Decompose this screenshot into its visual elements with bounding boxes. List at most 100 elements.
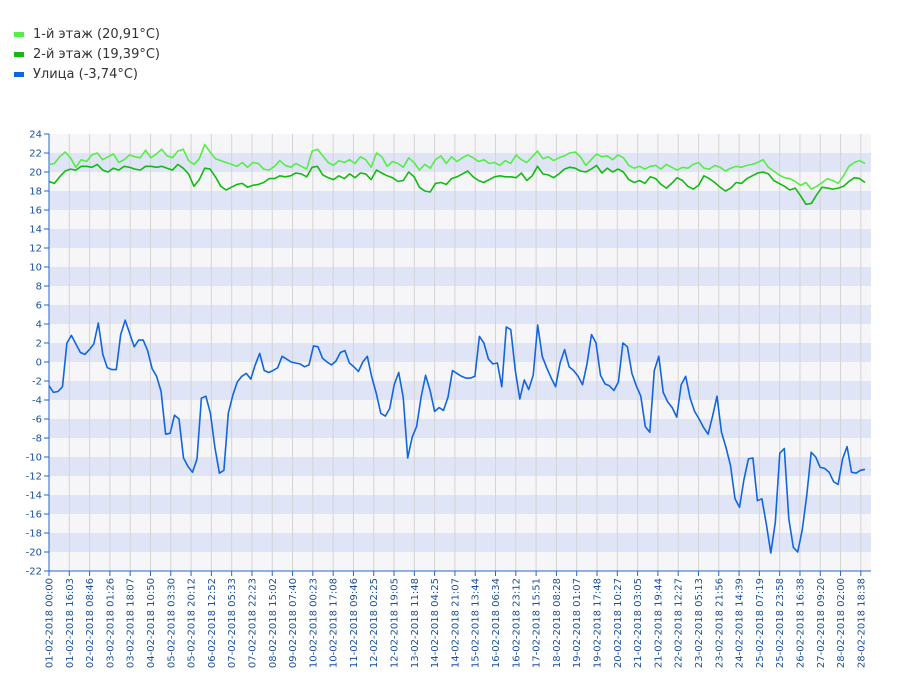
y-tick-label: -8 bbox=[32, 434, 42, 445]
chart-axes bbox=[48, 134, 871, 572]
x-tick-label: 03-02-2018 01:26 bbox=[105, 578, 116, 668]
x-tick-label: 22-02-2018 12:27 bbox=[674, 578, 685, 668]
legend-label-floor-1: 1-й этаж (20,91°C) bbox=[33, 26, 160, 42]
grid-bands bbox=[49, 134, 871, 571]
y-tick-label: 24 bbox=[29, 130, 42, 141]
y-tick-label: -6 bbox=[32, 415, 42, 426]
x-tick-label: 27-02-2018 09:20 bbox=[816, 578, 827, 668]
grid-band bbox=[49, 248, 871, 267]
y-tick-label: -4 bbox=[32, 396, 42, 407]
y-tick-label: -16 bbox=[26, 510, 42, 521]
series-line-1 bbox=[48, 143, 866, 190]
grid-band bbox=[49, 552, 871, 571]
x-tick-label: 21-02-2018 03:05 bbox=[633, 578, 644, 668]
y-tick-label: -20 bbox=[26, 548, 42, 559]
x-tick-label: 25-02-2018 07:19 bbox=[755, 578, 766, 668]
y-tick-label: 2 bbox=[36, 339, 42, 350]
grid-band bbox=[49, 381, 871, 400]
x-tick-label: 05-02-2018 03:30 bbox=[166, 578, 177, 668]
x-tick-label: 16-02-2018 23:12 bbox=[511, 578, 522, 668]
y-tick-label: -14 bbox=[26, 491, 42, 502]
x-tick-label: 20-02-2018 10:27 bbox=[613, 578, 624, 668]
grid-band bbox=[49, 343, 871, 362]
grid-band bbox=[49, 324, 871, 343]
y-tick-label: 6 bbox=[36, 301, 42, 312]
y-tick-label: 4 bbox=[36, 320, 42, 331]
y-tick-label: 14 bbox=[29, 225, 42, 236]
y-tick-label: 12 bbox=[29, 244, 42, 255]
x-tick-label: 02-02-2018 08:46 bbox=[85, 578, 96, 668]
y-tick-label: 18 bbox=[29, 187, 42, 198]
grid-band bbox=[49, 229, 871, 248]
x-tick-label: 03-02-2018 18:07 bbox=[126, 578, 137, 668]
x-tick-label: 28-02-2018 18:38 bbox=[856, 578, 867, 668]
series-line-2 bbox=[48, 163, 866, 206]
series-lines bbox=[48, 143, 866, 554]
x-tick-label: 14-02-2018 04:25 bbox=[430, 578, 441, 668]
grid-band bbox=[49, 305, 871, 324]
x-tick-label: 07-02-2018 05:33 bbox=[227, 578, 238, 668]
y-tick-label: -2 bbox=[32, 377, 42, 388]
x-tick-label: 17-02-2018 15:51 bbox=[532, 578, 543, 668]
grid-band bbox=[49, 514, 871, 533]
x-tick-label: 16-02-2018 06:34 bbox=[491, 578, 502, 668]
grid-band bbox=[49, 419, 871, 438]
legend-label-street: Улица (-3,74°C) bbox=[33, 66, 138, 82]
legend-item-floor-1: 1-й этаж (20,91°C) bbox=[14, 24, 160, 44]
grid-band bbox=[49, 533, 871, 552]
y-tick-label: -10 bbox=[26, 453, 42, 464]
grid-band bbox=[49, 172, 871, 191]
x-tick-label: 18-02-2018 08:28 bbox=[552, 578, 563, 668]
y-tick-label: 16 bbox=[29, 206, 42, 217]
x-tick-label: 05-02-2018 20:12 bbox=[187, 578, 198, 668]
y-tick-label: 22 bbox=[29, 149, 42, 160]
x-tick-label: 10-02-2018 00:23 bbox=[308, 578, 319, 668]
grid-band bbox=[49, 362, 871, 381]
grid-band bbox=[49, 153, 871, 172]
x-tick-label: 07-02-2018 22:23 bbox=[247, 578, 258, 668]
y-tick-label: 10 bbox=[29, 263, 42, 274]
legend-swatch-floor-2 bbox=[14, 51, 24, 57]
x-tick-label: 19-02-2018 01:07 bbox=[572, 578, 583, 668]
x-tick-label: 12-02-2018 02:25 bbox=[369, 578, 380, 668]
x-tick-label: 01-02-2018 00:00 bbox=[45, 578, 56, 668]
x-tick-label: 08-02-2018 15:02 bbox=[268, 578, 279, 668]
x-tick-label: 25-02-2018 23:58 bbox=[775, 578, 786, 668]
x-tick-label: 21-02-2018 19:44 bbox=[653, 578, 664, 668]
x-tick-label: 01-02-2018 16:03 bbox=[65, 578, 76, 668]
grid-band bbox=[49, 476, 871, 495]
x-tick-label: 12-02-2018 19:05 bbox=[390, 578, 401, 668]
legend-item-floor-2: 2-й этаж (19,39°C) bbox=[14, 44, 160, 64]
x-tick-label: 11-02-2018 09:46 bbox=[349, 578, 360, 668]
x-tick-label: 19-02-2018 17:48 bbox=[593, 578, 604, 668]
x-tick-label: 23-02-2018 21:56 bbox=[714, 578, 725, 668]
y-axis-ticks: 242220181614121086420-2-4-6-8-10-12-14-1… bbox=[26, 130, 49, 578]
grid-band bbox=[49, 267, 871, 286]
x-tick-label: 06-02-2018 12:52 bbox=[207, 578, 218, 668]
x-tick-label: 14-02-2018 21:07 bbox=[450, 578, 461, 668]
series-line-3 bbox=[48, 319, 866, 554]
y-tick-label: -18 bbox=[26, 529, 42, 540]
x-tick-label: 13-02-2018 11:48 bbox=[410, 578, 421, 668]
x-tick-label: 24-02-2018 14:39 bbox=[735, 578, 746, 668]
x-axis-ticks: 01-02-2018 00:00 01-02-2018 16:03 02-02-20… bbox=[45, 571, 867, 668]
grid-band bbox=[49, 495, 871, 514]
chart-legend: 1-й этаж (20,91°C) 2-й этаж (19,39°C) Ул… bbox=[14, 24, 160, 84]
x-tick-label: 10-02-2018 17:08 bbox=[329, 578, 340, 668]
grid-band bbox=[49, 286, 871, 305]
x-tick-label: 15-02-2018 13:44 bbox=[471, 578, 482, 668]
x-tick-label: 23-02-2018 05:13 bbox=[694, 578, 705, 668]
grid-band bbox=[49, 191, 871, 210]
legend-item-street: Улица (-3,74°C) bbox=[14, 64, 160, 84]
grid-band bbox=[49, 438, 871, 457]
legend-swatch-floor-1 bbox=[14, 31, 24, 37]
y-tick-label: 0 bbox=[36, 358, 42, 369]
y-tick-label: 8 bbox=[36, 282, 42, 293]
x-tick-label: 26-02-2018 16:38 bbox=[795, 578, 806, 668]
grid-band bbox=[49, 134, 871, 153]
y-tick-label: -12 bbox=[26, 472, 42, 483]
legend-label-floor-2: 2-й этаж (19,39°C) bbox=[33, 46, 160, 62]
grid-band bbox=[49, 210, 871, 229]
y-tick-label: -22 bbox=[26, 567, 42, 578]
x-tick-label: 04-02-2018 10:50 bbox=[146, 578, 157, 668]
